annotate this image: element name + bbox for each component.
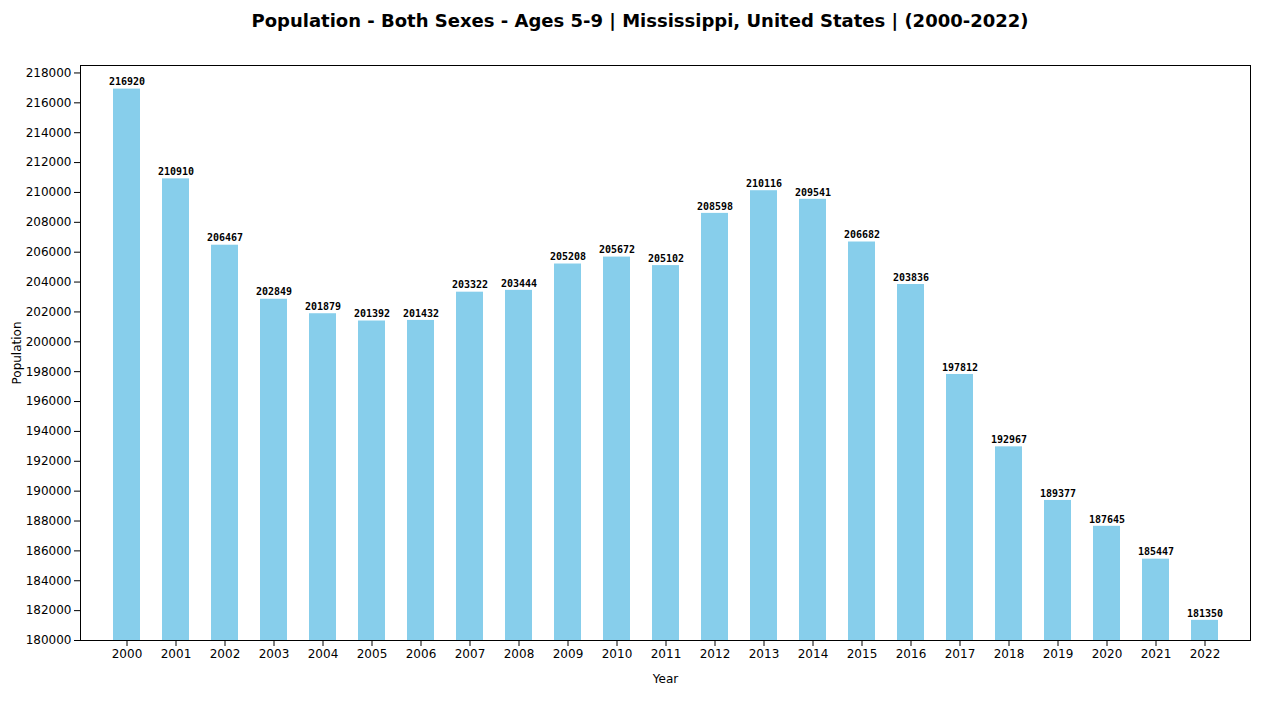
svg-text:2009: 2009	[553, 647, 584, 661]
svg-text:2012: 2012	[700, 647, 731, 661]
svg-text:2001: 2001	[161, 647, 192, 661]
svg-text:198000: 198000	[26, 365, 72, 379]
svg-text:201432: 201432	[403, 308, 439, 319]
html-text:Population - Both Sexes - Ages: Population - Both Sexes - Ages 5-9 | Mis…	[251, 10, 1029, 31]
svg-text:203444: 203444	[501, 278, 537, 289]
svg-text:192000: 192000	[26, 454, 72, 468]
svg-text:186000: 186000	[26, 544, 72, 558]
svg-text:2016: 2016	[896, 647, 927, 661]
svg-text:210000: 210000	[26, 185, 72, 199]
svg-text:203322: 203322	[452, 279, 488, 290]
svg-text:2011: 2011	[651, 647, 682, 661]
svg-text:201879: 201879	[305, 301, 341, 312]
svg-text:2014: 2014	[798, 647, 829, 661]
svg-text:197812: 197812	[942, 362, 978, 373]
svg-text:192967: 192967	[991, 434, 1027, 445]
svg-text:188000: 188000	[26, 514, 72, 528]
svg-text:2005: 2005	[357, 647, 388, 661]
svg-text:2003: 2003	[259, 647, 290, 661]
svg-text:206000: 206000	[26, 245, 72, 259]
svg-text:2019: 2019	[1043, 647, 1074, 661]
svg-text:189377: 189377	[1040, 488, 1076, 499]
svg-text:208598: 208598	[697, 201, 733, 212]
svg-text:202000: 202000	[26, 305, 72, 319]
svg-text:209541: 209541	[795, 187, 831, 198]
svg-text:Year: Year	[652, 672, 678, 686]
svg-text:216920: 216920	[109, 76, 145, 87]
svg-text:2015: 2015	[847, 647, 878, 661]
svg-text:204000: 204000	[26, 275, 72, 289]
svg-text:187645: 187645	[1089, 514, 1125, 525]
svg-text:208000: 208000	[26, 215, 72, 229]
svg-text:2021: 2021	[1141, 647, 1172, 661]
svg-text:181350: 181350	[1187, 608, 1223, 619]
svg-text:2006: 2006	[406, 647, 437, 661]
svg-text:2020: 2020	[1092, 647, 1123, 661]
svg-text:205672: 205672	[599, 244, 635, 255]
svg-text:203836: 203836	[893, 272, 929, 283]
svg-text:206682: 206682	[844, 229, 880, 240]
svg-text:2002: 2002	[210, 647, 241, 661]
svg-text:2022: 2022	[1190, 647, 1221, 661]
svg-text:202849: 202849	[256, 286, 292, 297]
svg-text:2008: 2008	[504, 647, 535, 661]
svg-text:185447: 185447	[1138, 546, 1174, 557]
svg-text:194000: 194000	[26, 424, 72, 438]
svg-text:205208: 205208	[550, 251, 586, 262]
svg-text:2007: 2007	[455, 647, 486, 661]
svg-text:210116: 210116	[746, 178, 782, 189]
svg-text:196000: 196000	[26, 394, 72, 408]
svg-text:2018: 2018	[994, 647, 1025, 661]
svg-text:206467: 206467	[207, 232, 243, 243]
svg-text:184000: 184000	[26, 574, 72, 588]
svg-text:214000: 214000	[26, 126, 72, 140]
svg-text:2013: 2013	[749, 647, 780, 661]
svg-text:212000: 212000	[26, 155, 72, 169]
svg-text:205102: 205102	[648, 253, 684, 264]
svg-text:180000: 180000	[26, 633, 72, 647]
svg-text:210910: 210910	[158, 166, 194, 177]
svg-text:182000: 182000	[26, 603, 72, 617]
svg-text:218000: 218000	[26, 66, 72, 80]
svg-text:216000: 216000	[26, 96, 72, 110]
svg-text:2017: 2017	[945, 647, 976, 661]
svg-text:190000: 190000	[26, 484, 72, 498]
svg-text:Population: Population	[10, 321, 24, 384]
svg-text:200000: 200000	[26, 335, 72, 349]
svg-text:2000: 2000	[112, 647, 143, 661]
svg-text:2004: 2004	[308, 647, 339, 661]
svg-text:2010: 2010	[602, 647, 633, 661]
svg-text:201392: 201392	[354, 308, 390, 319]
